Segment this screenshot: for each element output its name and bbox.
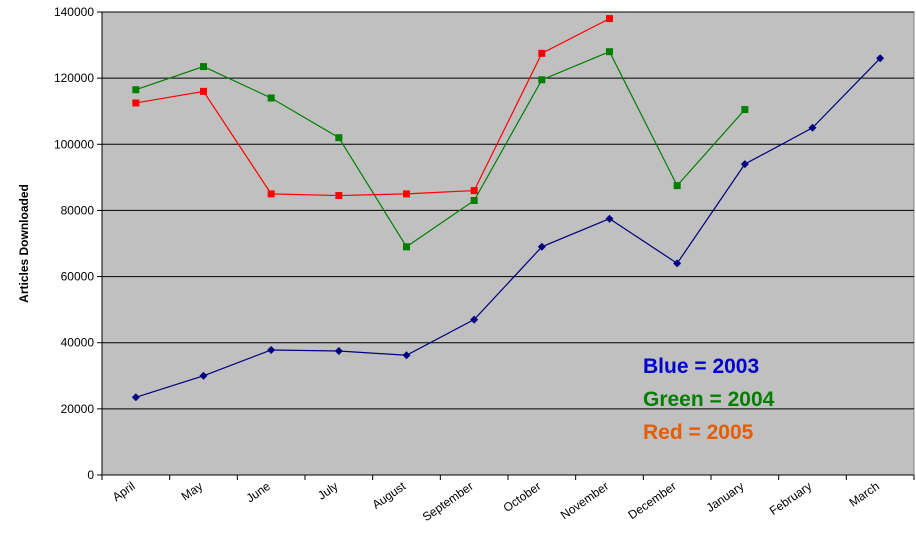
series-1 [131, 54, 885, 402]
data-point [673, 259, 682, 268]
data-point [605, 214, 614, 223]
x-axis-ticks: April May June July August September October No… [101, 475, 915, 524]
data-point [334, 346, 343, 355]
x-tick-label: July [315, 479, 341, 503]
data-point [470, 315, 479, 324]
y-tick-label: 60000 [61, 270, 95, 284]
data-point [403, 243, 410, 251]
y-tick-label: 80000 [61, 203, 95, 217]
y-tick-label: 140000 [54, 5, 94, 19]
y-axis-label: Articles Downloaded [17, 184, 31, 303]
data-point [741, 106, 749, 114]
data-point [200, 63, 207, 71]
x-tick-label: June [244, 479, 274, 506]
series-line [135, 57, 881, 398]
data-point [470, 197, 478, 205]
x-tick-label: May [179, 479, 206, 503]
series-2 [132, 48, 749, 251]
data-point [335, 192, 343, 200]
x-tick-label: November [558, 479, 611, 522]
data-point [673, 182, 681, 190]
y-tick-label: 20000 [61, 402, 95, 416]
data-point [131, 393, 140, 402]
data-point [200, 87, 207, 95]
series-line [135, 50, 746, 248]
x-tick-label: September [420, 479, 476, 524]
data-point [538, 49, 546, 57]
data-point [402, 351, 411, 360]
data-point [808, 123, 817, 132]
data-point [876, 54, 885, 63]
y-tick-label: 40000 [61, 336, 95, 350]
y-axis-ticks: 0 20000 40000 60000 80000 100000 120000 140000 [54, 5, 102, 482]
series-3 [132, 15, 613, 200]
y-tick-label: 120000 [54, 71, 94, 85]
data-point [335, 134, 343, 142]
data-point [470, 187, 478, 195]
y-tick-label: 100000 [54, 137, 94, 151]
legend-entry: Blue = 2003 [643, 355, 759, 378]
data-point [132, 99, 140, 107]
x-tick-label: August [370, 479, 409, 512]
data-point [267, 94, 275, 102]
data-point [538, 76, 546, 84]
data-point [132, 86, 140, 94]
legend-entry: Red = 2005 [643, 421, 754, 444]
legend-entry: Green = 2004 [643, 388, 775, 411]
data-point [403, 190, 410, 198]
x-tick-label: October [501, 479, 544, 515]
plot-area [101, 11, 915, 476]
x-tick-label: January [704, 479, 747, 515]
data-point [740, 160, 749, 169]
data-point [537, 242, 546, 251]
x-tick-label: December [626, 479, 679, 522]
data-point [606, 15, 613, 23]
x-tick-label: April [110, 479, 138, 504]
series-line [135, 18, 610, 197]
legend: Blue = 2003 Green = 2004 Red = 2005 [643, 355, 775, 444]
y-tick-label: 0 [87, 468, 94, 482]
data-point [267, 190, 275, 198]
x-tick-label: February [767, 479, 814, 518]
series-group [131, 15, 885, 402]
data-point [199, 371, 208, 380]
data-point [606, 48, 613, 56]
gridlines [101, 11, 914, 476]
x-tick-label: March [847, 479, 882, 510]
data-point [267, 345, 276, 354]
